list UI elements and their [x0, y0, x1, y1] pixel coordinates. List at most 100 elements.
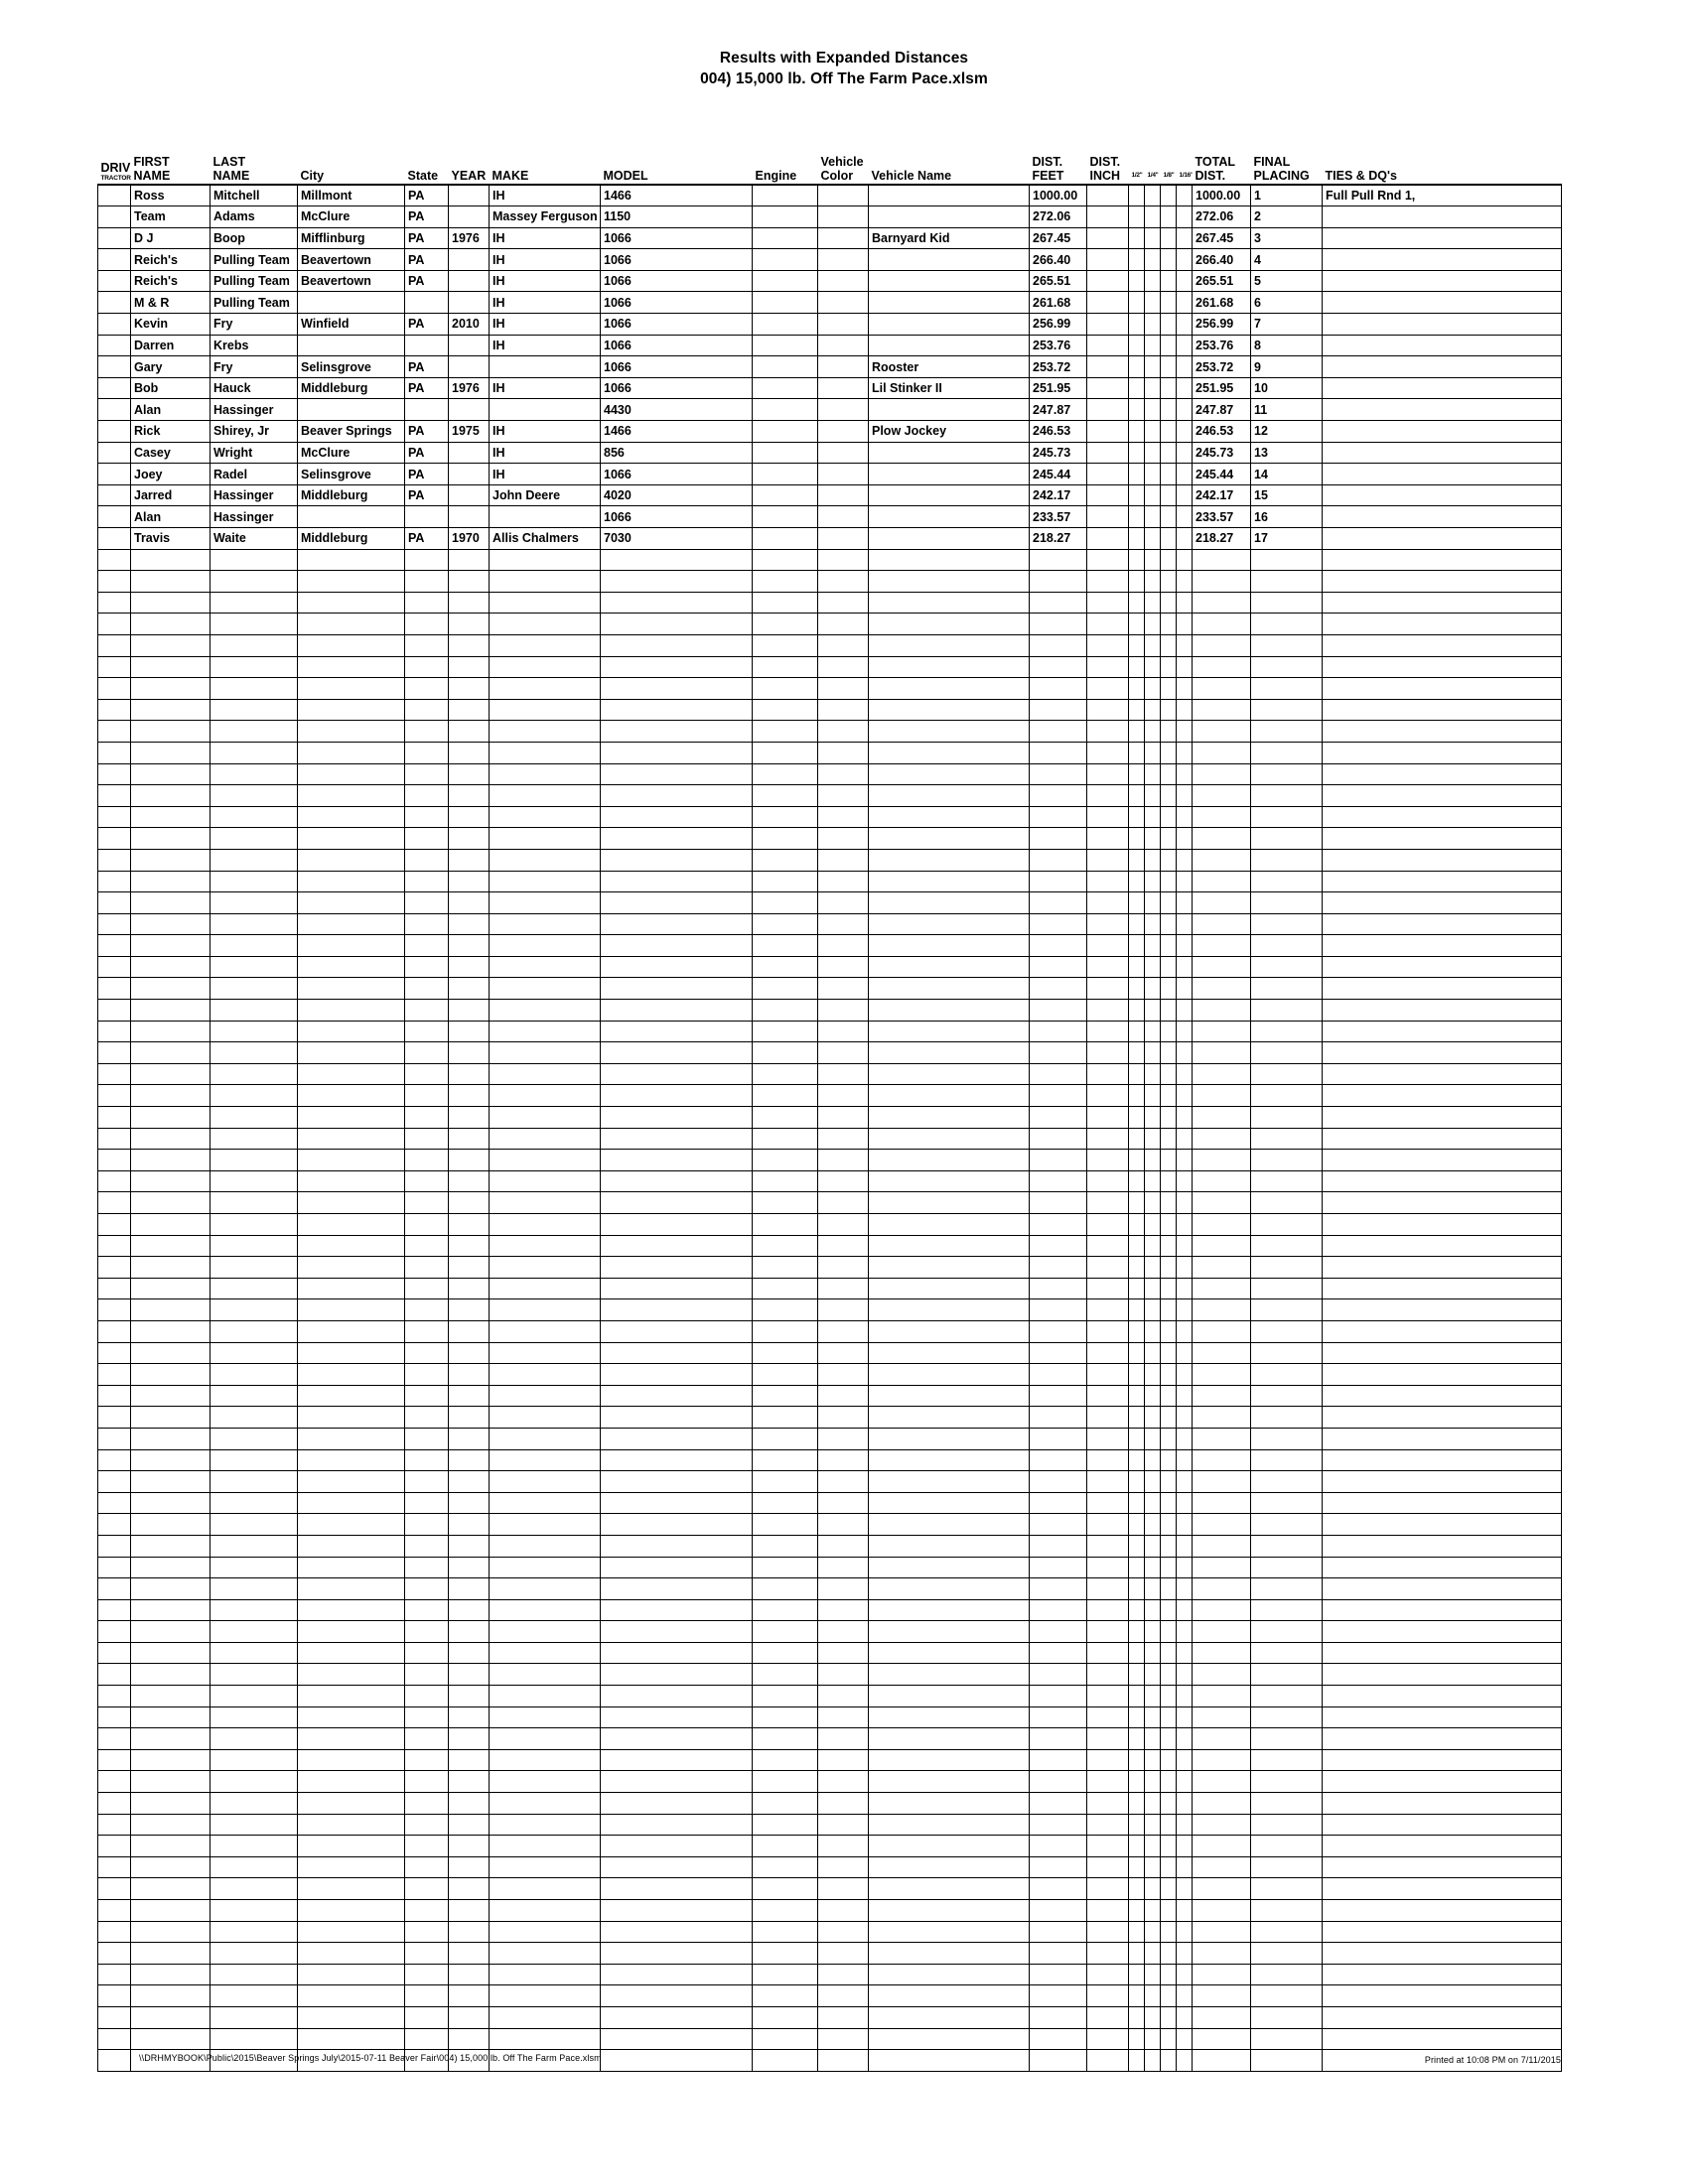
cell-make[interactable] [489, 1899, 601, 1922]
cell-city[interactable] [297, 1406, 405, 1429]
cell-model[interactable]: 1066 [600, 226, 753, 250]
cell-total_dist[interactable] [1192, 1020, 1251, 1043]
cell-state[interactable]: PA [404, 483, 449, 507]
cell-city[interactable] [297, 1149, 405, 1171]
cell-city[interactable] [297, 1062, 405, 1086]
cell-first_name[interactable] [130, 805, 211, 829]
cell-engine[interactable] [752, 934, 818, 957]
cell-frac_quarter[interactable] [1144, 2005, 1161, 2029]
cell-tractor[interactable] [97, 591, 131, 614]
cell-dist_inch[interactable] [1086, 463, 1129, 485]
cell-make[interactable] [489, 548, 601, 572]
cell-city[interactable]: Beavertown [297, 269, 405, 293]
cell-first_name[interactable] [130, 1920, 211, 1944]
cell-city[interactable] [297, 613, 405, 635]
cell-dist_inch[interactable] [1086, 677, 1129, 700]
cell-frac_sixteenth[interactable] [1176, 1577, 1193, 1600]
cell-first_name[interactable] [130, 891, 211, 914]
cell-frac_quarter[interactable] [1144, 1106, 1161, 1129]
cell-tractor[interactable] [97, 805, 131, 829]
table-row-empty[interactable] [97, 1835, 1562, 1857]
table-row-empty[interactable] [97, 1213, 1562, 1236]
cell-frac_half[interactable] [1128, 1256, 1145, 1279]
cell-dist_feet[interactable]: 245.73 [1029, 441, 1087, 465]
cell-total_dist[interactable] [1192, 1491, 1251, 1515]
cell-tractor[interactable] [97, 677, 131, 700]
cell-dist_inch[interactable] [1086, 441, 1129, 465]
cell-model[interactable] [600, 1813, 753, 1837]
cell-engine[interactable] [752, 291, 818, 315]
cell-first_name[interactable] [130, 1813, 211, 1837]
cell-year[interactable] [448, 870, 490, 893]
cell-state[interactable] [404, 1792, 449, 1815]
cell-year[interactable] [448, 1427, 490, 1450]
cell-ties_dqs[interactable] [1322, 1577, 1562, 1600]
cell-first_name[interactable] [130, 1384, 211, 1408]
cell-frac_sixteenth[interactable] [1176, 1920, 1193, 1944]
cell-ties_dqs[interactable] [1322, 1277, 1562, 1300]
cell-vehicle_name[interactable] [868, 1169, 1030, 1193]
cell-frac_half[interactable] [1128, 1641, 1145, 1665]
cell-frac_half[interactable] [1128, 1835, 1145, 1857]
cell-frac_half[interactable] [1128, 1341, 1145, 1365]
cell-first_name[interactable] [130, 1470, 211, 1493]
cell-frac_quarter[interactable] [1144, 483, 1161, 507]
cell-state[interactable] [404, 1877, 449, 1900]
cell-tractor[interactable] [97, 1920, 131, 1944]
cell-year[interactable] [448, 205, 490, 228]
cell-make[interactable]: John Deere [489, 483, 601, 507]
cell-total_dist[interactable] [1192, 2027, 1251, 2051]
cell-vehicle_name[interactable] [868, 184, 1030, 207]
cell-frac_half[interactable] [1128, 184, 1145, 207]
cell-total_dist[interactable] [1192, 1598, 1251, 1622]
cell-city[interactable] [297, 1020, 405, 1043]
cell-last_name[interactable]: Waite [210, 527, 298, 550]
cell-state[interactable] [404, 1277, 449, 1300]
cell-model[interactable]: 1150 [600, 205, 753, 228]
cell-tractor[interactable] [97, 1213, 131, 1236]
cell-model[interactable] [600, 784, 753, 807]
cell-dist_feet[interactable] [1029, 1169, 1087, 1193]
cell-make[interactable] [489, 591, 601, 614]
cell-engine[interactable] [752, 848, 818, 872]
cell-year[interactable] [448, 570, 490, 593]
cell-make[interactable] [489, 1341, 601, 1365]
cell-vehicle_name[interactable]: Lil Stinker II [868, 376, 1030, 400]
cell-model[interactable] [600, 1298, 753, 1321]
cell-first_name[interactable] [130, 1062, 211, 1086]
cell-state[interactable] [404, 1406, 449, 1429]
cell-color[interactable] [817, 376, 869, 400]
cell-state[interactable] [404, 1427, 449, 1450]
cell-tractor[interactable] [97, 891, 131, 914]
cell-color[interactable] [817, 1062, 869, 1086]
cell-engine[interactable] [752, 441, 818, 465]
cell-dist_feet[interactable] [1029, 870, 1087, 893]
cell-state[interactable] [404, 1942, 449, 1965]
cell-make[interactable] [489, 698, 601, 722]
table-row-empty[interactable] [97, 677, 1562, 700]
cell-frac_sixteenth[interactable] [1176, 1234, 1193, 1258]
cell-city[interactable] [297, 1084, 405, 1108]
cell-color[interactable] [817, 1298, 869, 1321]
cell-final_placing[interactable] [1250, 1341, 1323, 1365]
cell-state[interactable]: PA [404, 248, 449, 271]
cell-total_dist[interactable] [1192, 1620, 1251, 1643]
cell-model[interactable]: 7030 [600, 527, 753, 550]
cell-color[interactable] [817, 1813, 869, 1837]
table-row-empty[interactable] [97, 1384, 1562, 1408]
cell-frac_eighth[interactable] [1160, 548, 1177, 572]
cell-frac_half[interactable] [1128, 398, 1145, 422]
cell-engine[interactable] [752, 1855, 818, 1879]
cell-last_name[interactable]: Adams [210, 205, 298, 228]
cell-ties_dqs[interactable] [1322, 570, 1562, 593]
cell-frac_eighth[interactable] [1160, 1577, 1177, 1600]
cell-first_name[interactable] [130, 1406, 211, 1429]
cell-dist_feet[interactable] [1029, 570, 1087, 593]
cell-year[interactable] [448, 1835, 490, 1857]
cell-frac_sixteenth[interactable] [1176, 934, 1193, 957]
cell-vehicle_name[interactable] [868, 677, 1030, 700]
cell-model[interactable] [600, 1084, 753, 1108]
cell-last_name[interactable] [210, 1556, 298, 1579]
cell-vehicle_name[interactable] [868, 1877, 1030, 1900]
table-row[interactable]: Bob Hauck Middleburg PA 1976 IH 1066 Lil Stinke… [97, 376, 1562, 400]
